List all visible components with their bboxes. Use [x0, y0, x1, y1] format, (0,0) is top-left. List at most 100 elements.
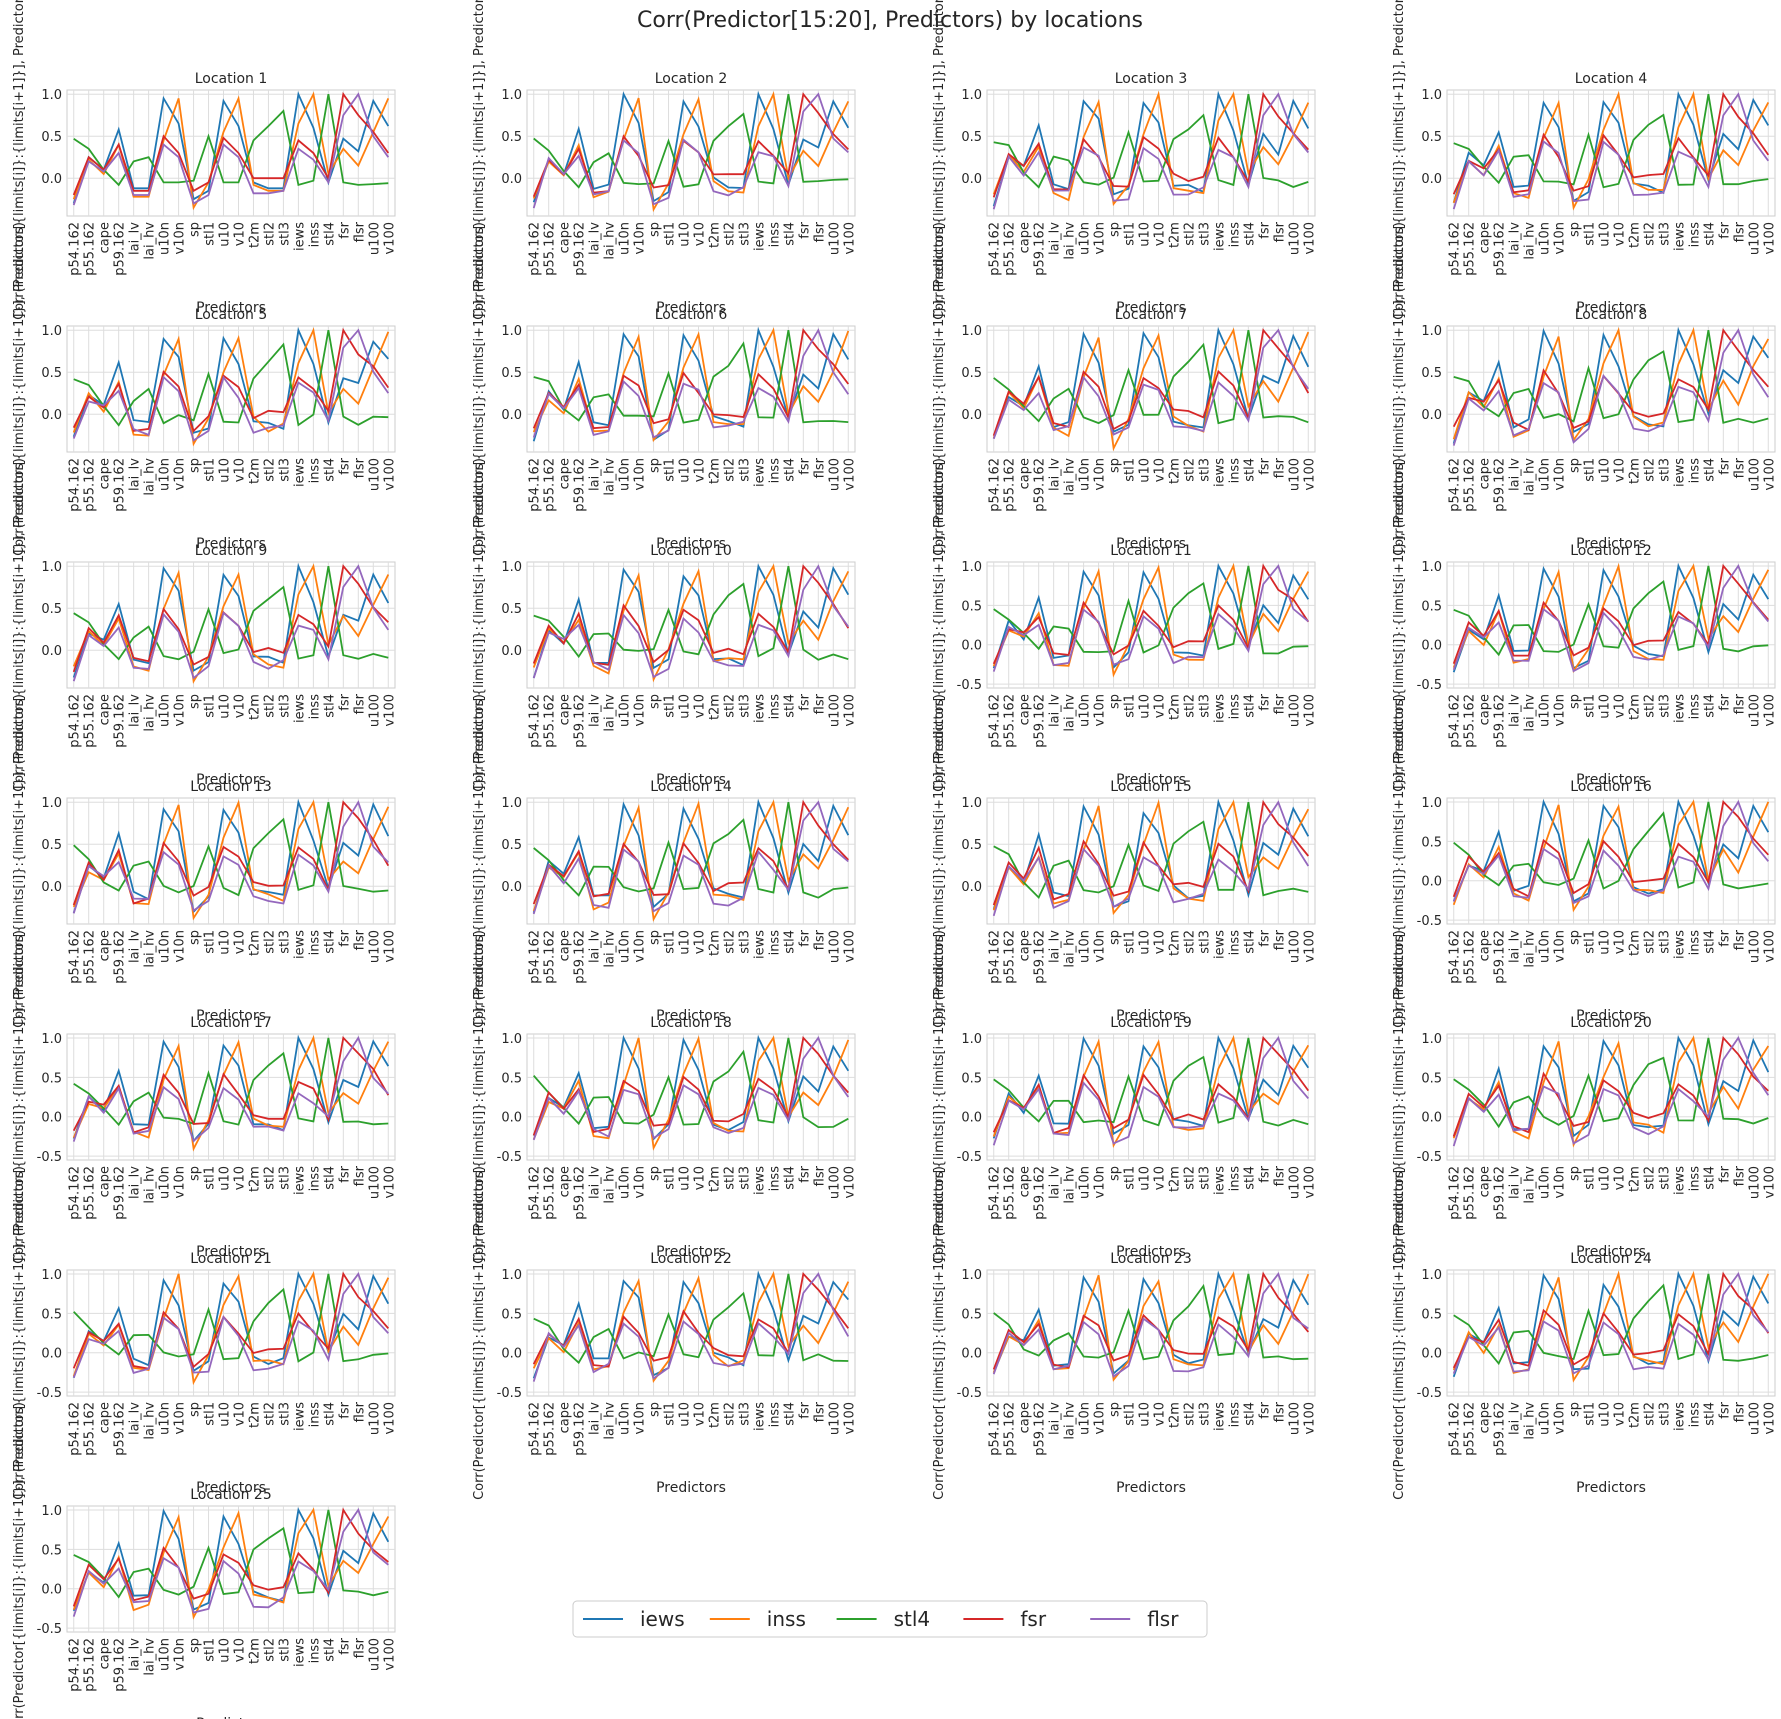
x-tick-label: p55.162: [543, 694, 558, 748]
series-line-flsr: [532, 1272, 850, 1382]
x-tick-label: stl3: [1657, 458, 1672, 482]
x-tick-label: stl1: [663, 1402, 678, 1426]
x-tick-label: fsr: [1257, 1401, 1272, 1418]
x-tick-label: lai_hv: [143, 222, 158, 260]
x-axis-label: Predictors: [196, 1244, 266, 1260]
x-tick-label: stl1: [1123, 458, 1138, 482]
x-tick-label: stl4: [782, 458, 797, 482]
x-tick-label: stl1: [203, 458, 218, 482]
x-tick-label: stl2: [1642, 930, 1657, 954]
x-tick-label: p59.162: [113, 222, 128, 276]
y-tick-label: 0.5: [501, 1071, 522, 1086]
x-tick-label: stl3: [1657, 1166, 1672, 1190]
x-tick-label: cape: [98, 1638, 113, 1669]
x-tick-label: u10n: [618, 458, 633, 491]
x-axis-label: Predictors: [1116, 300, 1186, 316]
x-tick-label: u10: [1598, 458, 1613, 483]
x-tick-label: lai_hv: [1063, 222, 1078, 260]
x-tick-label: iews: [1212, 930, 1227, 959]
x-tick-label: p59.162: [113, 694, 128, 748]
x-tick-label: p59.162: [573, 694, 588, 748]
x-tick-label: stl2: [722, 222, 737, 246]
plot-area: [66, 1033, 396, 1161]
x-tick-label: p55.162: [83, 222, 98, 276]
x-tick-label: u10n: [158, 1638, 173, 1671]
x-tick-label: stl3: [737, 458, 752, 482]
x-tick-label: lai_lv: [1048, 222, 1063, 255]
x-tick-label: stl2: [1642, 458, 1657, 482]
x-tick-label: inss: [767, 930, 782, 956]
x-tick-label: stl2: [1182, 1166, 1197, 1190]
x-tick-label: flsr: [1732, 1401, 1747, 1422]
x-tick-label: sp: [188, 1402, 203, 1417]
x-tick-label: v10: [1612, 1402, 1627, 1426]
x-axis-label: Predictors: [196, 772, 266, 788]
x-tick-label: lai_lv: [588, 458, 603, 491]
subplot-title: Location 6: [655, 307, 728, 323]
x-tick-label: fsr: [1717, 1165, 1732, 1182]
x-tick-label: inss: [1227, 222, 1242, 248]
x-tick-label: t2m: [707, 1402, 722, 1428]
x-tick-label: flsr: [1272, 1165, 1287, 1186]
legend: iews inss stl4 fsr flsr: [572, 1600, 1208, 1638]
subplot-title: Location 3: [1115, 71, 1188, 87]
x-tick-label: lai_hv: [143, 1166, 158, 1204]
x-axis-label: Predictors: [1576, 300, 1646, 316]
x-tick-label: stl4: [322, 222, 337, 246]
x-tick-label: lai_hv: [603, 1402, 618, 1440]
x-tick-label: v10n: [173, 694, 188, 726]
x-tick-label: flsr: [1732, 457, 1747, 478]
y-tick-label: 0.0: [41, 1583, 62, 1598]
x-tick-label: stl3: [277, 1638, 292, 1662]
x-tick-label: sp: [188, 930, 203, 945]
series-line-fsr: [532, 1272, 850, 1368]
x-tick-label: u10n: [1078, 930, 1093, 963]
x-tick-label: p55.162: [543, 458, 558, 512]
x-tick-label: stl1: [1123, 1402, 1138, 1426]
x-tick-label: fsr: [1717, 693, 1732, 710]
x-tick-label: p59.162: [1493, 222, 1508, 276]
x-tick-label: p59.162: [573, 930, 588, 984]
x-tick-label: iews: [752, 694, 767, 723]
x-tick-label: p59.162: [113, 930, 128, 984]
x-tick-label: u10: [1598, 694, 1613, 719]
x-tick-label: p54.162: [1448, 222, 1463, 276]
x-tick-label: stl2: [722, 1402, 737, 1426]
x-tick-label: lai_lv: [588, 1402, 603, 1435]
y-axis-label: Corr(Predictor[{limits[i]}:{limits[i+1]}…: [12, 0, 27, 320]
x-tick-label: inss: [1227, 1402, 1242, 1428]
y-axis-label: Corr(Predictor[{limits[i]}:{limits[i+1]}…: [1392, 930, 1407, 1264]
x-tick-label: t2m: [1167, 458, 1182, 484]
x-tick-label: p54.162: [528, 458, 543, 512]
x-axis-label: Predictors: [1576, 1008, 1646, 1024]
x-tick-label: inss: [767, 1402, 782, 1428]
x-tick-label: stl1: [203, 1166, 218, 1190]
series-line-flsr: [72, 1507, 389, 1617]
series-line-iews: [1452, 1035, 1770, 1138]
x-tick-label: stl4: [322, 1402, 337, 1426]
series-line-fsr: [1452, 1035, 1769, 1137]
y-tick-label: 0.0: [961, 639, 982, 654]
x-tick-label: lai_hv: [1523, 1166, 1538, 1204]
x-tick-label: fsr: [797, 457, 812, 474]
x-tick-label: iews: [292, 1638, 307, 1667]
x-tick-label: cape: [558, 1166, 573, 1197]
x-tick-label: v10n: [1553, 930, 1568, 962]
x-axis-label: Predictors: [656, 300, 726, 316]
x-tick-label: flsr: [352, 221, 367, 242]
x-tick-label: p55.162: [1003, 222, 1018, 276]
x-tick-label: p59.162: [1033, 1166, 1048, 1220]
x-tick-label: lai_hv: [603, 222, 618, 260]
x-tick-label: u10: [678, 1402, 693, 1427]
x-tick-label: p54.162: [68, 1402, 83, 1456]
x-tick-label: stl1: [1123, 694, 1138, 718]
x-axis-label: Predictors: [196, 536, 266, 552]
x-tick-label: p59.162: [113, 1402, 128, 1456]
legend-label: stl4: [894, 1607, 931, 1631]
x-tick-label: p54.162: [528, 1166, 543, 1220]
x-tick-label: p55.162: [1463, 930, 1478, 984]
